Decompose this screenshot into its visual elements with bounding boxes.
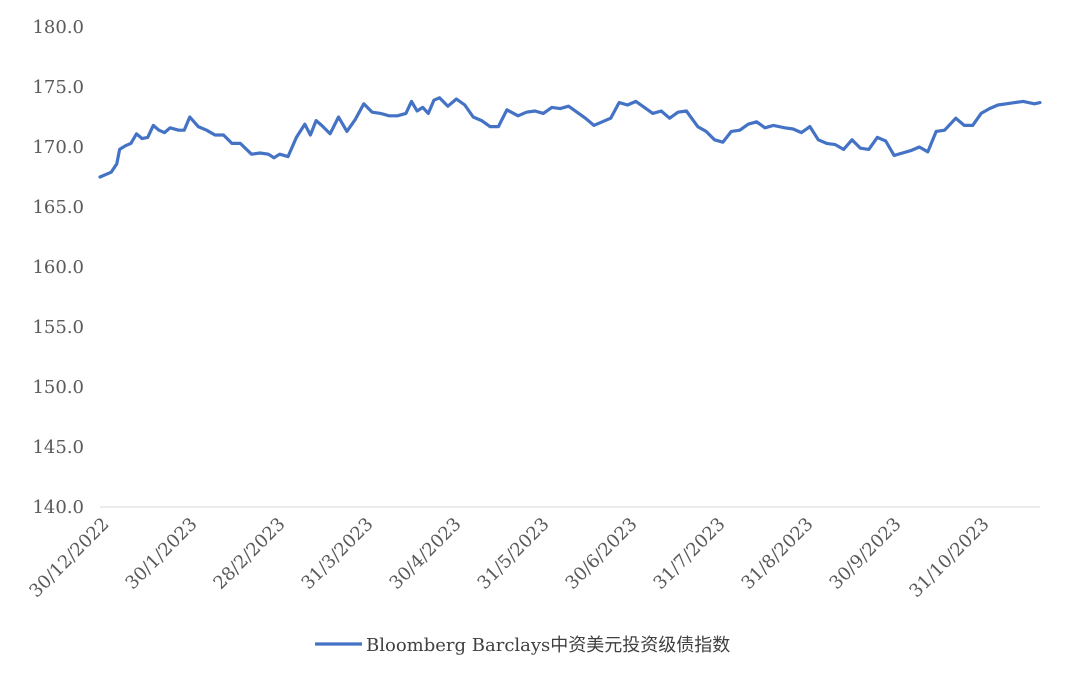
legend: Bloomberg Barclays中资美元投资级债指数 [315,635,730,656]
y-tick-label: 180.0 [32,17,84,38]
x-tick-label: 31/8/2023 [737,514,817,594]
y-tick-label: 175.0 [32,77,84,98]
x-tick-label: 31/5/2023 [473,514,553,594]
legend-label: Bloomberg Barclays中资美元投资级债指数 [366,635,730,656]
x-tick-label: 28/2/2023 [209,514,289,594]
x-tick-label: 30/4/2023 [385,514,465,594]
x-axis-ticks: 30/12/2022 30/1/2023 28/2/2023 31/3/2023 30/… [25,514,993,602]
x-tick-label: 30/6/2023 [561,514,641,594]
x-tick-label: 31/3/2023 [297,514,377,594]
y-tick-label: 170.0 [32,137,84,158]
x-tick-label: 30/9/2023 [825,514,905,594]
y-tick-label: 150.0 [32,377,84,398]
y-tick-label: 155.0 [32,317,84,338]
y-tick-label: 145.0 [32,437,84,458]
x-tick-label: 30/1/2023 [121,514,201,594]
y-tick-label: 165.0 [32,197,84,218]
y-axis-ticks: 180.0 175.0 170.0 165.0 160.0 155.0 150.0 145.0… [32,17,84,518]
y-tick-label: 160.0 [32,257,84,278]
y-tick-label: 140.0 [32,497,84,518]
x-tick-label: 31/10/2023 [905,514,993,602]
x-tick-label: 30/12/2022 [25,514,113,602]
x-tick-label: 31/7/2023 [649,514,729,594]
series-line [98,96,1042,179]
